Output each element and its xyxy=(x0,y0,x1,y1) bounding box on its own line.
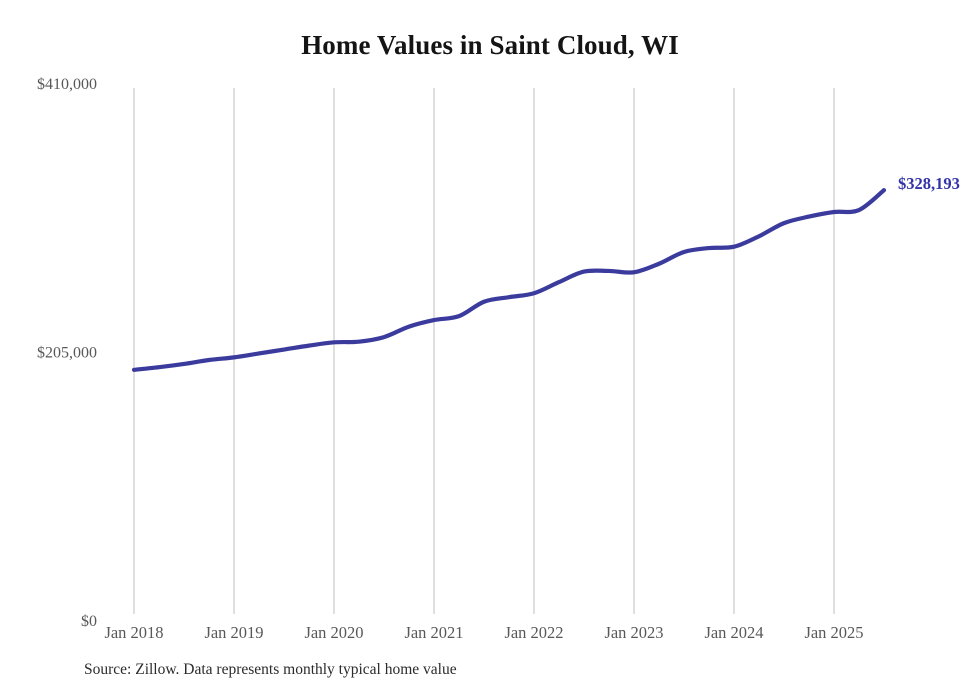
x-axis-tick-label: Jan 2021 xyxy=(404,623,463,642)
x-axis-tick-label: Jan 2023 xyxy=(604,623,663,642)
home-value-line xyxy=(131,188,887,372)
source-note: Source: Zillow. Data represents monthly … xyxy=(84,661,457,678)
y-axis-tick-label: $410,000 xyxy=(37,76,97,93)
end-value-annotation: $328,193 xyxy=(898,174,960,193)
x-axis-tick-label: Jan 2018 xyxy=(104,623,163,642)
x-axis-tick-label: Jan 2022 xyxy=(504,623,563,642)
y-axis-tick-label: $205,000 xyxy=(37,345,97,362)
y-axis-tick-label: $0 xyxy=(81,613,97,630)
x-axis-tick-label: Jan 2019 xyxy=(204,623,263,642)
x-axis-tick-label: Jan 2025 xyxy=(804,623,863,642)
x-axis-tick-label: Jan 2020 xyxy=(304,623,363,642)
x-axis-tick-group: Jan 2018 Jan 2019 Jan 2020 Jan 2021 Jan 2022… xyxy=(104,623,863,642)
gridline-group xyxy=(133,88,835,614)
y-axis-tick-group: $410,000 $205,000 $0 xyxy=(37,76,97,630)
chart-title: Home Values in Saint Cloud, WI xyxy=(301,30,679,60)
x-axis-tick-label: Jan 2024 xyxy=(704,623,763,642)
